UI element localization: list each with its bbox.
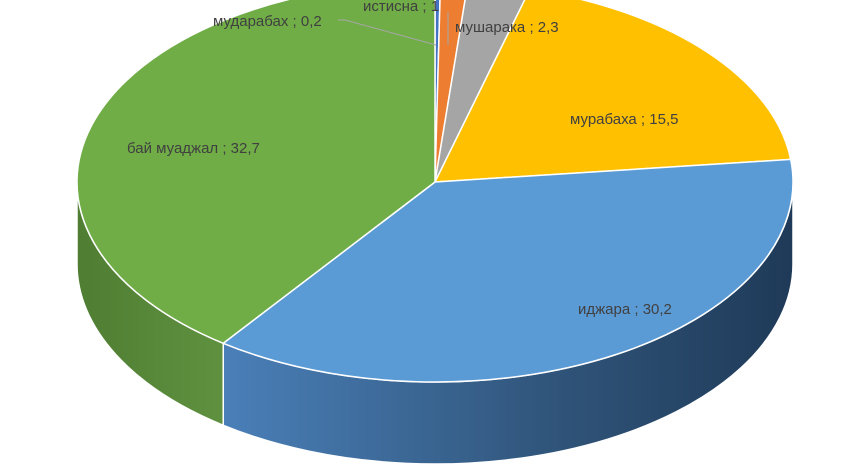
slice-мурабаха xyxy=(434,0,792,183)
slice-бай-муаджал xyxy=(76,0,436,345)
data-labels: мударабах ; 0,2 истисна ; 1 мушарака ; 2,3… xyxy=(127,0,678,318)
pie-tops xyxy=(76,0,794,383)
leader-lines xyxy=(338,12,449,46)
data-label-истисна: истисна ; 1 xyxy=(363,0,439,15)
data-label-мушарака: мушарака ; 2,3 xyxy=(455,19,559,36)
leader-line-мударабах xyxy=(338,19,437,46)
data-label-бай-муаджал: бай муаджал ; 32,7 xyxy=(127,140,260,157)
data-label-иджара: иджара ; 30,2 xyxy=(578,301,672,318)
data-label-мударабах: мударабах ; 0,2 xyxy=(213,13,322,30)
slice-иджара xyxy=(222,158,794,383)
slice-мударабах xyxy=(434,0,441,183)
data-label-мурабаха: мурабаха ; 15,5 xyxy=(570,111,678,128)
